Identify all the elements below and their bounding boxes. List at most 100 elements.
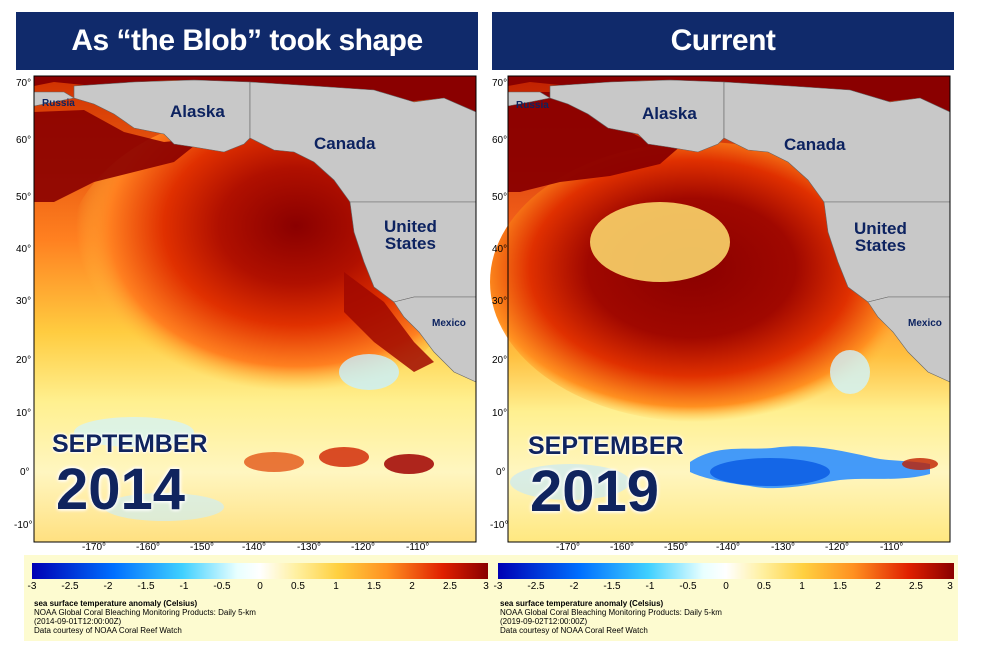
arctic-hot bbox=[34, 76, 476, 132]
label-united-states: United States bbox=[384, 218, 437, 252]
legend-tick: 1.5 bbox=[833, 581, 847, 592]
cold-tongue-core bbox=[710, 458, 830, 486]
lat-label: 0° bbox=[20, 467, 30, 478]
label-united: United bbox=[384, 217, 437, 236]
lon-label: -110° bbox=[880, 542, 904, 553]
cool-band-2 bbox=[104, 493, 224, 521]
lat-label: 0° bbox=[496, 467, 506, 478]
lat-label: 30° bbox=[492, 296, 508, 307]
label-states: States bbox=[854, 236, 906, 255]
legend-tick: -2 bbox=[569, 581, 579, 592]
map-canvas bbox=[33, 75, 477, 543]
cooler-core bbox=[590, 202, 730, 282]
legend-tick: 1 bbox=[333, 581, 339, 592]
legend-tick: -3 bbox=[27, 581, 37, 592]
lat-label: -10° bbox=[14, 520, 33, 531]
lat-label: 50° bbox=[492, 192, 508, 203]
label-united-states: United States bbox=[854, 220, 907, 254]
lon-label: -170° bbox=[82, 542, 107, 553]
panel-2014: As “the Blob” took shape bbox=[14, 0, 492, 650]
equator-warm-2 bbox=[384, 454, 434, 474]
label-mexico: Mexico bbox=[432, 318, 466, 329]
baja-hot bbox=[344, 272, 434, 372]
lon-label: -170° bbox=[556, 542, 581, 553]
lat-label: -10° bbox=[490, 520, 509, 531]
label-united: United bbox=[854, 219, 907, 238]
map-frame bbox=[507, 75, 951, 543]
arctic-hot bbox=[508, 76, 950, 132]
warm-blob bbox=[490, 142, 910, 422]
color-legend: -3 -2.5 -2 -1.5 -1 -0.5 0 0.5 1 1.5 2 2.… bbox=[490, 555, 958, 641]
panel-title: As “the Blob” took shape bbox=[16, 12, 478, 70]
label-russia: Russia bbox=[516, 100, 549, 111]
lat-label: 70° bbox=[16, 78, 32, 89]
equator-warm-1 bbox=[319, 447, 369, 467]
legend-tick: 3 bbox=[947, 581, 953, 592]
legend-tick: -1 bbox=[179, 581, 189, 592]
legend-tick: -1.5 bbox=[137, 581, 155, 592]
legend-tick: -2.5 bbox=[61, 581, 79, 592]
lon-label: -150° bbox=[190, 542, 215, 553]
lon-label: -120° bbox=[351, 542, 376, 553]
lon-label: -140° bbox=[242, 542, 267, 553]
lat-label: 30° bbox=[16, 296, 32, 307]
label-states: States bbox=[384, 234, 436, 253]
equator-warm-3 bbox=[244, 452, 304, 472]
legend-credit: Data courtesy of NOAA Coral Reef Watch bbox=[34, 626, 182, 635]
lat-label: 60° bbox=[492, 135, 508, 146]
lat-label: 50° bbox=[16, 192, 32, 203]
legend-tick: 2.5 bbox=[443, 581, 457, 592]
lat-label: 10° bbox=[492, 408, 508, 419]
sst-anomaly-map: 70° 60° 50° 40° 30° 20° 10° 0° -10° -170… bbox=[14, 72, 484, 553]
panel-2019: Current bbox=[490, 0, 960, 650]
month-label: SEPTEMBER bbox=[52, 430, 208, 458]
label-alaska: Alaska bbox=[170, 102, 225, 121]
label-alaska: Alaska bbox=[642, 104, 697, 123]
lat-label: 70° bbox=[492, 78, 508, 89]
legend-source: NOAA Global Coral Bleaching Monitoring P… bbox=[500, 608, 722, 617]
lon-label: -110° bbox=[406, 542, 430, 553]
lat-label: 20° bbox=[16, 355, 32, 366]
cool-band bbox=[74, 417, 194, 447]
legend-title: sea surface temperature anomaly (Celsius… bbox=[34, 599, 198, 608]
legend-colorbar bbox=[498, 563, 954, 579]
land-alaska bbox=[549, 79, 725, 153]
label-russia: Russia bbox=[42, 98, 75, 109]
cool-patch bbox=[830, 350, 870, 394]
lat-label: 40° bbox=[16, 244, 32, 255]
lon-label: -130° bbox=[771, 542, 796, 553]
panel-title: Current bbox=[492, 12, 954, 70]
legend-tick: 0 bbox=[723, 581, 729, 592]
lon-label: -120° bbox=[825, 542, 850, 553]
lat-label: 40° bbox=[492, 244, 508, 255]
lon-label: -140° bbox=[716, 542, 741, 553]
legend-title: sea surface temperature anomaly (Celsius… bbox=[500, 599, 664, 608]
legend-tick: -1.5 bbox=[603, 581, 621, 592]
lon-label: -150° bbox=[664, 542, 689, 553]
label-mexico: Mexico bbox=[908, 318, 942, 329]
legend-credit: Data courtesy of NOAA Coral Reef Watch bbox=[500, 626, 648, 635]
legend-tick: 2 bbox=[875, 581, 881, 592]
legend-tick: -2.5 bbox=[527, 581, 545, 592]
color-legend: -3 -2.5 -2 -1.5 -1 -0.5 0 0.5 1 1.5 2 2.… bbox=[24, 555, 492, 641]
lat-label: 20° bbox=[492, 355, 508, 366]
legend-tick: -0.5 bbox=[213, 581, 231, 592]
lon-label: -130° bbox=[297, 542, 322, 553]
legend-tick: -2 bbox=[103, 581, 113, 592]
lon-label: -160° bbox=[610, 542, 635, 553]
label-canada: Canada bbox=[314, 134, 376, 153]
legend-tick: 1 bbox=[799, 581, 805, 592]
year-label: 2019 bbox=[530, 459, 660, 524]
legend-colorbar bbox=[32, 563, 488, 579]
cool-patch bbox=[339, 354, 399, 390]
map-canvas bbox=[490, 75, 951, 543]
year-label: 2014 bbox=[56, 457, 186, 522]
legend-tick: -1 bbox=[645, 581, 655, 592]
month-label: SEPTEMBER bbox=[528, 432, 684, 460]
lat-label: 10° bbox=[16, 408, 32, 419]
sst-anomaly-map: 70° 60° 50° 40° 30° 20° 10° 0° -10° -170… bbox=[490, 72, 960, 553]
lon-label: -160° bbox=[136, 542, 161, 553]
legend-tick: 2 bbox=[409, 581, 415, 592]
label-canada: Canada bbox=[784, 135, 846, 154]
legend-tick: -0.5 bbox=[679, 581, 697, 592]
